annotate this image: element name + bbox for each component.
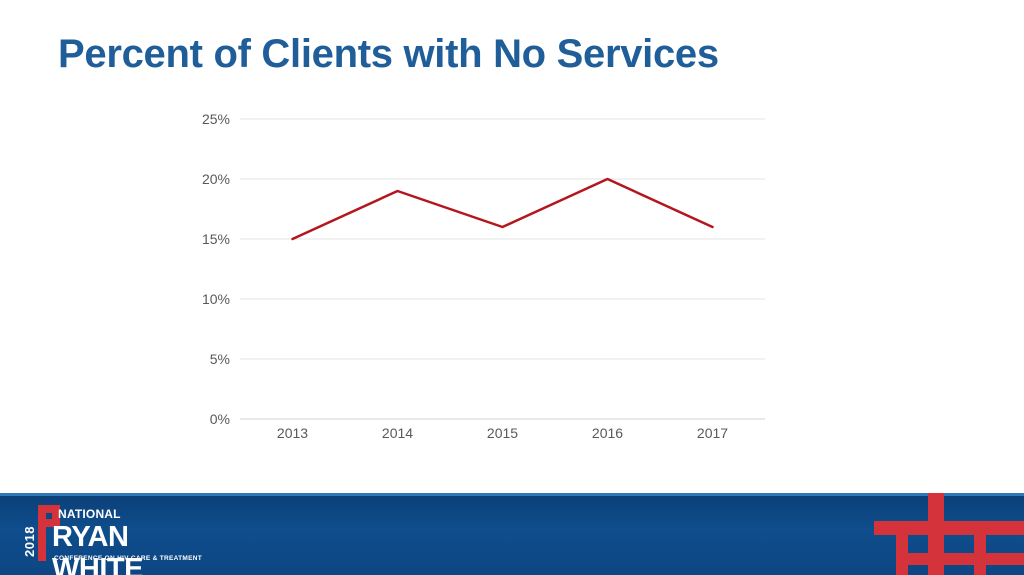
y-tick-label: 0%	[210, 411, 230, 427]
line-chart: 0% 5% 10% 15% 20% 25% 2013 2014 2015 2016 2017	[202, 111, 765, 441]
y-tick-label: 15%	[202, 231, 230, 247]
logo-tagline: CONFERENCE ON HIV CARE & TREATMENT	[54, 555, 203, 562]
logo-national: NATIONAL	[58, 507, 121, 521]
logo-name: RYAN WHITE	[52, 521, 143, 575]
footer-banner: 2018 NATIONAL RYAN WHITE CONFERENCE ON H…	[0, 493, 1024, 575]
footer-stripe	[0, 493, 1024, 496]
x-tick-label: 2014	[382, 425, 413, 441]
x-tick-label: 2013	[277, 425, 308, 441]
x-tick-label: 2016	[592, 425, 623, 441]
x-tick-label: 2015	[487, 425, 518, 441]
x-tick-label: 2017	[697, 425, 728, 441]
series-line	[291, 177, 714, 241]
red-cross-pattern-icon	[874, 493, 1024, 575]
conference-logo: 2018 NATIONAL RYAN WHITE CONFERENCE ON H…	[18, 501, 218, 575]
y-tick-label: 10%	[202, 291, 230, 307]
y-tick-label: 25%	[202, 111, 230, 127]
logo-year: 2018	[22, 526, 37, 557]
page-title: Percent of Clients with No Services	[58, 32, 719, 76]
y-tick-label: 20%	[202, 171, 230, 187]
y-tick-label: 5%	[210, 351, 230, 367]
red-cross-logo-icon	[38, 505, 60, 561]
